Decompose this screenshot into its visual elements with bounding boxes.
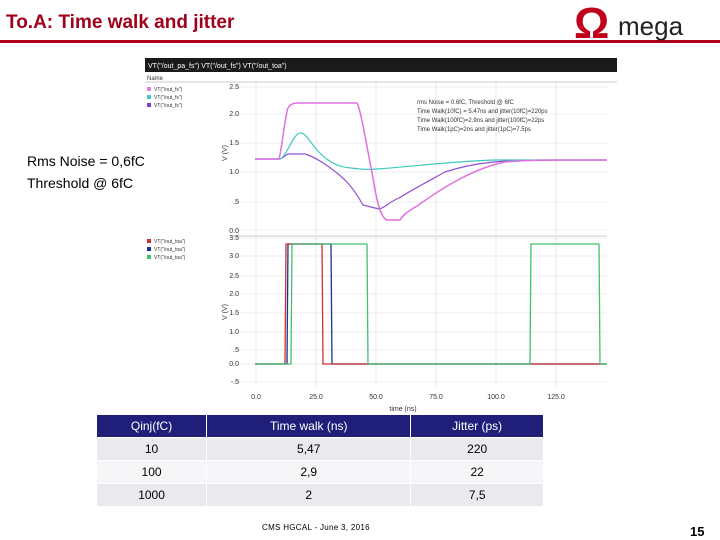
bottom-panel-grid <box>230 236 607 386</box>
bottom-y-tick: 3.5 <box>229 235 239 242</box>
bottom-legend-entry-1: VT("/out_toa") <box>154 239 186 245</box>
omega-logo-symbol: Ω <box>574 2 609 42</box>
title-underline <box>0 40 720 43</box>
cell-time-walk: 5,47 <box>206 437 412 461</box>
slide-title: To.A: Time walk and jitter <box>6 12 235 33</box>
waveform-out-pa-fs-magenta <box>255 102 608 221</box>
cell-qinj: 10 <box>95 437 208 461</box>
waveform-toa-blue <box>255 243 607 365</box>
table-row: 10 5,47 220 <box>95 437 544 461</box>
x-tick: 75.0 <box>429 394 443 401</box>
omega-logo: Ω mega <box>574 2 684 42</box>
bottom-legend-entry-3: VT("/out_toa") <box>154 255 186 261</box>
threshold-text: Threshold @ 6fC <box>27 175 134 191</box>
bottom-y-axis-label: V (V) <box>222 304 229 320</box>
rms-noise-text: Rms Noise = 0,6fC <box>27 153 145 169</box>
top-legend-entry-3: VT("/out_fs") <box>154 103 183 109</box>
plot-header-text: VT("/out_pa_fs") VT("/out_fs") VT("/out_… <box>148 63 287 70</box>
cell-jitter: 22 <box>410 460 544 484</box>
bottom-y-ticks: 3.5 3.0 2.5 2.0 1.5 1.0 .5 0.0 -.5 <box>229 235 239 386</box>
top-legend: VT("/out_fs") VT("/out_fs") VT("/out_fs"… <box>147 87 183 109</box>
cell-jitter: 220 <box>410 437 544 461</box>
x-tick: 0.0 <box>251 394 261 401</box>
x-tick: 25.0 <box>309 394 323 401</box>
cell-qinj: 100 <box>95 460 208 484</box>
top-y-tick: 1.5 <box>229 140 239 147</box>
page-number: 15 <box>690 524 705 539</box>
legend-name-label: Name <box>147 76 164 82</box>
annotation-walk-10fc: Time Walk(10fC) = 5.47ns and jitter(10fC… <box>417 109 548 115</box>
header-qinj: Qinj(fC) <box>95 414 208 438</box>
annotation-noise: rms Noise = 0.6fC, Threshold @ 6fC <box>417 100 515 106</box>
bottom-y-tick: 1.0 <box>229 329 239 336</box>
top-y-tick: 1.0 <box>229 169 239 176</box>
table-row: 100 2,9 22 <box>95 460 544 484</box>
cell-time-walk: 2 <box>206 483 412 507</box>
bottom-y-tick: 2.5 <box>229 273 239 280</box>
top-y-tick: 2.0 <box>229 111 239 118</box>
top-legend-entry-2: VT("/out_fs") <box>154 95 183 101</box>
x-axis-label: time (ns) <box>389 406 416 413</box>
header-jitter: Jitter (ps) <box>410 414 544 438</box>
noise-threshold-note: Rms Noise = 0,6fC Threshold @ 6fC <box>27 150 145 194</box>
top-legend-entry-1: VT("/out_fs") <box>154 87 183 93</box>
bottom-y-tick: -.5 <box>231 379 239 386</box>
table-row: 1000 2 7,5 <box>95 483 544 507</box>
x-tick: 125.0 <box>547 394 565 401</box>
slide-footer: CMS HGCAL - June 3, 2016 <box>262 523 370 532</box>
cell-time-walk: 2,9 <box>206 460 412 484</box>
x-tick: 100.0 <box>487 394 505 401</box>
top-y-tick: 2.5 <box>229 84 239 91</box>
bottom-y-tick: 0.0 <box>229 361 239 368</box>
annotation-walk-1pc: Time Walk(1pC)=2ns and jitter(1pC)=7.5ps <box>417 127 531 133</box>
waveform-toa-red <box>255 243 607 365</box>
simulation-waveform-plot: VT("/out_pa_fs") VT("/out_fs") VT("/out_… <box>145 58 617 413</box>
table-header-row: Qinj(fC) Time walk (ns) Jitter (ps) <box>95 414 544 438</box>
bottom-y-tick: 1.5 <box>229 310 239 317</box>
waveform-out-fs-cyan <box>255 132 607 171</box>
waveform-toa-green <box>255 243 607 365</box>
top-y-ticks: 2.5 2.0 1.5 1.0 .5 0.0 <box>229 84 239 235</box>
bottom-y-tick: 2.0 <box>229 291 239 298</box>
omega-logo-text: mega <box>618 11 684 41</box>
bottom-legend: VT("/out_toa") VT("/out_toa") VT("/out_t… <box>147 239 186 261</box>
bottom-y-tick: .5 <box>233 347 239 354</box>
cell-qinj: 1000 <box>95 483 208 507</box>
x-axis-ticks: 0.0 25.0 50.0 75.0 100.0 125.0 <box>251 394 565 401</box>
top-y-tick: 0.0 <box>229 228 239 235</box>
annotation-walk-100fc: Time Walk(100fC)=2.9ns and jitter(100fC)… <box>417 118 544 124</box>
bottom-legend-entry-2: VT("/out_toa") <box>154 247 186 253</box>
results-table: Qinj(fC) Time walk (ns) Jitter (ps) 10 5… <box>95 414 544 507</box>
top-y-axis-label: V (V) <box>222 145 229 161</box>
time-walk-annotations: rms Noise = 0.6fC, Threshold @ 6fC Time … <box>417 100 548 133</box>
top-panel-grid <box>230 82 607 234</box>
bottom-y-tick: 3.0 <box>229 253 239 260</box>
x-tick: 50.0 <box>369 394 383 401</box>
cell-jitter: 7,5 <box>410 483 544 507</box>
waveform-out-fs-violet <box>255 153 607 210</box>
top-y-tick: .5 <box>233 199 239 206</box>
header-time-walk: Time walk (ns) <box>206 414 412 438</box>
